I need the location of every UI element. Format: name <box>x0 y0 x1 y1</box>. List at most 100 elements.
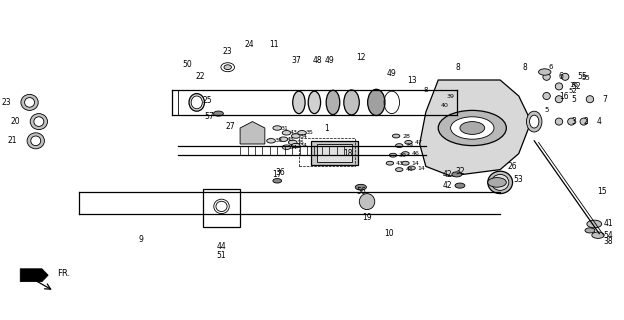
Text: 4: 4 <box>596 117 601 126</box>
Ellipse shape <box>191 96 202 109</box>
Ellipse shape <box>30 114 47 130</box>
Text: FR.: FR. <box>57 269 71 278</box>
Text: 46: 46 <box>411 151 419 156</box>
Text: 20: 20 <box>11 117 20 126</box>
Ellipse shape <box>530 115 539 128</box>
Text: 19: 19 <box>362 213 372 222</box>
Polygon shape <box>240 122 265 144</box>
Text: 14: 14 <box>411 161 419 166</box>
Polygon shape <box>420 80 531 176</box>
Text: 23: 23 <box>223 47 233 56</box>
Text: 1: 1 <box>324 124 329 132</box>
Text: 49: 49 <box>325 56 334 65</box>
Text: 40: 40 <box>441 103 449 108</box>
Text: 55: 55 <box>581 76 590 81</box>
Circle shape <box>213 111 223 116</box>
Text: 8: 8 <box>522 63 527 72</box>
Text: 3: 3 <box>572 117 576 126</box>
Ellipse shape <box>543 92 550 100</box>
Circle shape <box>389 153 397 157</box>
Ellipse shape <box>27 133 44 149</box>
Text: 12: 12 <box>356 53 366 62</box>
Text: 35: 35 <box>296 140 304 145</box>
Ellipse shape <box>580 118 587 125</box>
Circle shape <box>282 145 291 149</box>
Ellipse shape <box>543 73 550 80</box>
Text: 5: 5 <box>572 95 576 104</box>
Text: 38: 38 <box>603 237 613 246</box>
Text: 30: 30 <box>399 153 407 158</box>
Circle shape <box>392 134 400 138</box>
Text: 35: 35 <box>306 130 313 135</box>
Text: 44: 44 <box>217 242 227 251</box>
Circle shape <box>273 126 281 130</box>
Circle shape <box>386 161 394 165</box>
Text: 24: 24 <box>245 40 254 49</box>
Circle shape <box>408 166 416 170</box>
Text: 43: 43 <box>396 161 404 166</box>
Ellipse shape <box>492 174 509 190</box>
Ellipse shape <box>562 73 569 80</box>
Circle shape <box>273 179 281 183</box>
Text: 27: 27 <box>226 122 236 131</box>
Ellipse shape <box>344 90 359 115</box>
Circle shape <box>291 143 300 148</box>
Circle shape <box>279 137 288 141</box>
Text: 22: 22 <box>195 72 205 81</box>
Text: 42: 42 <box>442 181 452 190</box>
Ellipse shape <box>568 118 575 125</box>
Text: 53: 53 <box>514 175 524 184</box>
Text: 11: 11 <box>270 40 279 49</box>
Text: 51: 51 <box>217 252 227 260</box>
Text: 45: 45 <box>287 137 295 142</box>
Circle shape <box>396 144 403 148</box>
Circle shape <box>587 220 602 228</box>
Text: 54: 54 <box>603 231 613 240</box>
Text: 29: 29 <box>405 143 413 148</box>
Text: 33: 33 <box>275 138 283 143</box>
Ellipse shape <box>326 90 340 115</box>
Text: 39: 39 <box>447 93 455 99</box>
Text: 56: 56 <box>356 188 366 196</box>
Text: 9: 9 <box>139 236 144 244</box>
Text: 2: 2 <box>583 117 588 126</box>
Text: 8: 8 <box>424 87 428 92</box>
Text: 28: 28 <box>402 133 410 139</box>
Text: 34: 34 <box>300 133 307 139</box>
Text: 52: 52 <box>569 88 578 94</box>
Text: 15: 15 <box>598 188 607 196</box>
Circle shape <box>592 232 604 238</box>
Circle shape <box>266 139 275 143</box>
Text: 16: 16 <box>568 82 578 88</box>
Text: 5: 5 <box>544 108 548 113</box>
Text: 23: 23 <box>1 98 11 107</box>
Text: 50: 50 <box>183 60 192 68</box>
Ellipse shape <box>34 117 44 126</box>
Text: 25: 25 <box>203 96 213 105</box>
Bar <box>311 141 358 165</box>
Text: 31: 31 <box>281 125 289 131</box>
Text: 52: 52 <box>572 82 581 91</box>
Circle shape <box>396 168 403 172</box>
Text: 48: 48 <box>313 56 323 65</box>
Ellipse shape <box>308 91 321 114</box>
Text: 26: 26 <box>508 162 517 171</box>
Text: 41: 41 <box>603 220 613 228</box>
Circle shape <box>460 122 485 134</box>
Text: 13: 13 <box>407 76 416 84</box>
Ellipse shape <box>359 194 375 210</box>
Text: 55: 55 <box>578 72 587 81</box>
Ellipse shape <box>555 96 563 103</box>
Text: 57: 57 <box>204 112 214 121</box>
Ellipse shape <box>488 171 512 194</box>
Text: 8: 8 <box>455 63 460 72</box>
Text: 49: 49 <box>387 69 397 78</box>
Text: 10: 10 <box>384 229 394 238</box>
Ellipse shape <box>31 136 41 146</box>
Text: 34: 34 <box>300 143 307 148</box>
Circle shape <box>488 178 506 187</box>
Bar <box>299 138 354 166</box>
Ellipse shape <box>527 111 542 132</box>
Ellipse shape <box>224 65 232 70</box>
Text: 21: 21 <box>7 136 17 145</box>
